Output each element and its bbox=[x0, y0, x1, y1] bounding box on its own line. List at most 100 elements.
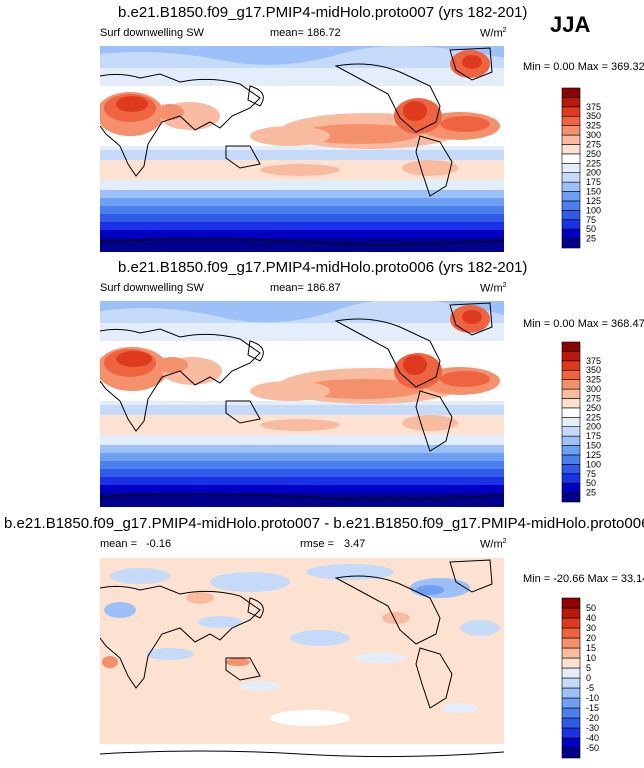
colorbar-tick-label: 300 bbox=[586, 384, 601, 394]
panel-3-rmse-value: 3.47 bbox=[344, 538, 366, 550]
colorbar-tick-label: 175 bbox=[586, 431, 601, 441]
colorbar-box bbox=[561, 482, 581, 493]
panel-1-minmax: Min = 0.00 Max = 369.32 bbox=[523, 61, 644, 73]
colorbar-box bbox=[561, 191, 581, 202]
colorbar-tick-label: 200 bbox=[586, 422, 601, 432]
colorbar-box bbox=[561, 597, 581, 609]
colorbar-tick-label: 125 bbox=[586, 450, 601, 460]
colorbar-tick-label: 125 bbox=[586, 196, 601, 206]
colorbar-tick-label: 325 bbox=[586, 121, 601, 131]
colorbar-tick-label: 225 bbox=[586, 158, 601, 168]
colorbar-box bbox=[561, 657, 581, 669]
panel-3-colorbar: -50 -40 -30 -20 -15 -10 -5 0 5 10 15 20 30 40 50 bbox=[561, 597, 622, 760]
colorbar-tick-label: 300 bbox=[586, 130, 601, 140]
colorbar-tick-label: 10 bbox=[586, 653, 596, 663]
colorbar-box bbox=[561, 87, 581, 98]
panel-3-units: W/m2 bbox=[480, 538, 507, 551]
colorbar-tick-label: 375 bbox=[586, 356, 601, 366]
colorbar-box bbox=[561, 388, 581, 399]
colorbar-box bbox=[561, 454, 581, 465]
panel-3-minmax: Min = -20.66 Max = 33.14 bbox=[523, 573, 644, 585]
colorbar-box bbox=[561, 607, 581, 619]
colorbar-box bbox=[561, 172, 581, 183]
colorbar-box bbox=[561, 351, 581, 362]
panel-1-mean-label: mean= bbox=[270, 27, 304, 39]
colorbar-tick-label: 325 bbox=[586, 375, 601, 385]
colorbar-box bbox=[561, 219, 581, 230]
colorbar-box bbox=[561, 707, 581, 719]
colorbar-tick-label: 175 bbox=[586, 177, 601, 187]
colorbar-box bbox=[561, 162, 581, 174]
colorbar-box bbox=[561, 667, 581, 679]
colorbar-box bbox=[561, 445, 581, 456]
colorbar-tick-label: 75 bbox=[586, 469, 596, 479]
colorbar-tick-label: 50 bbox=[586, 224, 596, 234]
colorbar-box bbox=[561, 697, 581, 709]
panel-3-mean-value: -0.16 bbox=[146, 538, 172, 550]
panel-3-mean-label: mean = bbox=[100, 538, 137, 550]
colorbar-tick-label: 150 bbox=[586, 441, 601, 451]
colorbar-tick-label: -10 bbox=[586, 693, 599, 703]
colorbar-box bbox=[561, 125, 581, 136]
panel-1-variable: Surf downwelling SW bbox=[100, 27, 204, 39]
colorbar-tick-label: -5 bbox=[586, 683, 594, 693]
colorbar-tick-label: 350 bbox=[586, 365, 601, 375]
colorbar-box bbox=[561, 627, 581, 639]
colorbar-box bbox=[561, 717, 581, 729]
colorbar-box bbox=[561, 181, 581, 192]
colorbar-tick-label: 50 bbox=[586, 478, 596, 488]
panel-2-minmax: Min = 0.00 Max = 368.47 bbox=[523, 318, 644, 330]
colorbar-tick-label: 50 bbox=[586, 603, 596, 613]
colorbar-tick-label: 5 bbox=[586, 663, 591, 673]
colorbar-box bbox=[561, 727, 581, 739]
colorbar-tick-label: 100 bbox=[586, 459, 601, 469]
panel-3-map bbox=[100, 558, 504, 764]
panel-1-title: b.e21.B1850.f09_g17.PMIP4-midHolo.proto0… bbox=[118, 4, 528, 21]
colorbar-box bbox=[561, 360, 581, 371]
colorbar-box bbox=[561, 97, 581, 108]
panel-2-units: W/m2 bbox=[480, 282, 507, 295]
colorbar-box bbox=[561, 737, 581, 749]
panel-2-variable: Surf downwelling SW bbox=[100, 282, 204, 294]
colorbar-tick-label: 150 bbox=[586, 187, 601, 197]
panel-2-map bbox=[100, 301, 504, 507]
colorbar-box bbox=[561, 379, 581, 390]
season-label: JJA bbox=[550, 12, 591, 37]
colorbar-tick-label: 200 bbox=[586, 168, 601, 178]
colorbar-box bbox=[561, 153, 581, 164]
colorbar-box bbox=[561, 464, 581, 475]
colorbar-box bbox=[561, 115, 581, 126]
colorbar-tick-label: 225 bbox=[586, 412, 601, 422]
colorbar-box bbox=[561, 747, 581, 759]
colorbar-box bbox=[561, 407, 581, 418]
colorbar-tick-label: 250 bbox=[586, 403, 601, 413]
panel-1-colorbar: 25 50 75 100 125 150 175 200 225 250 275 300 325 350 3… bbox=[561, 87, 622, 250]
colorbar-tick-label: -30 bbox=[586, 723, 599, 733]
colorbar-box bbox=[561, 677, 581, 689]
colorbar-box bbox=[561, 492, 581, 503]
colorbar-box bbox=[561, 210, 581, 221]
colorbar-tick-label: 375 bbox=[586, 102, 601, 112]
colorbar-tick-label: 275 bbox=[586, 393, 601, 403]
colorbar-tick-label: -15 bbox=[586, 703, 599, 713]
colorbar-tick-label: 0 bbox=[586, 673, 591, 683]
colorbar-tick-label: 25 bbox=[586, 234, 596, 244]
colorbar-box bbox=[561, 106, 581, 117]
colorbar-box bbox=[561, 134, 581, 145]
colorbar-box bbox=[561, 398, 581, 409]
colorbar-box bbox=[561, 617, 581, 629]
colorbar-tick-label: -50 bbox=[586, 743, 599, 753]
colorbar-tick-label: 20 bbox=[586, 633, 596, 643]
colorbar-tick-label: 275 bbox=[586, 139, 601, 149]
colorbar-tick-label: 350 bbox=[586, 111, 601, 121]
colorbar-box bbox=[561, 637, 581, 649]
colorbar-box bbox=[561, 341, 581, 352]
colorbar-tick-label: 250 bbox=[586, 149, 601, 159]
colorbar-tick-label: 100 bbox=[586, 205, 601, 215]
panel-2-colorbar: 25 50 75 100 125 150 175 200 225 250 275 300 325 350 3… bbox=[561, 341, 622, 504]
colorbar-tick-label: 75 bbox=[586, 215, 596, 225]
colorbar-box bbox=[561, 687, 581, 699]
colorbar-tick-label: -40 bbox=[586, 733, 599, 743]
panel-3-rmse-label: rmse = bbox=[300, 538, 334, 550]
colorbar-tick-label: 15 bbox=[586, 643, 596, 653]
